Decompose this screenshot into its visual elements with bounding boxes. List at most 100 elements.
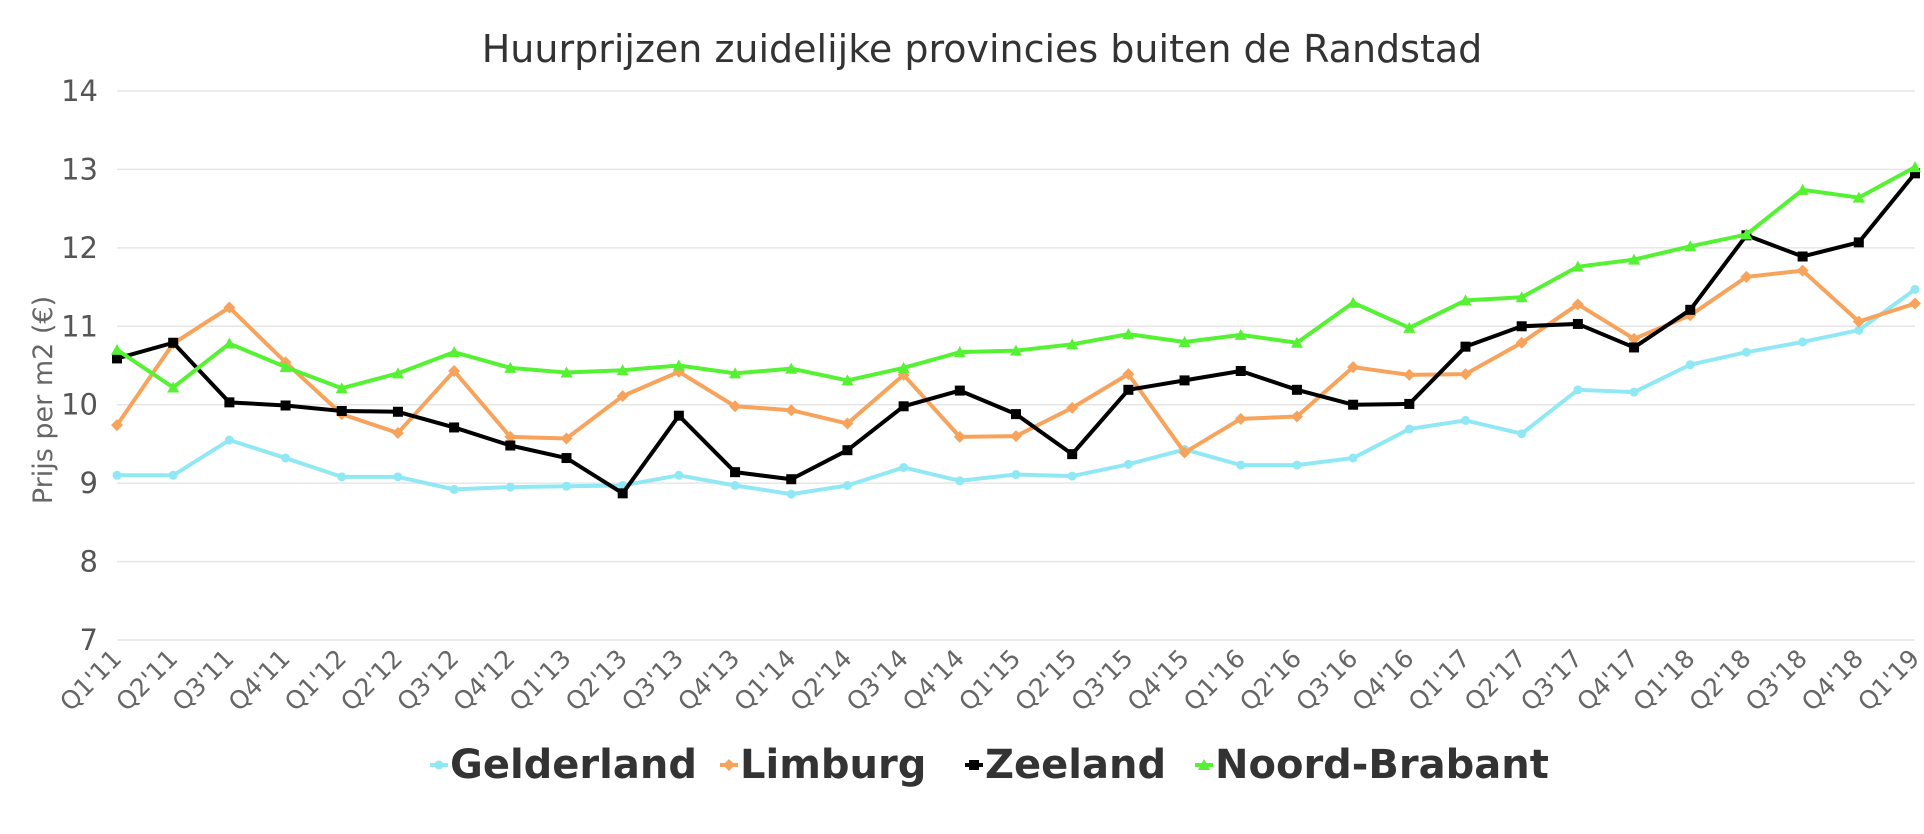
data-point (729, 367, 742, 379)
series-line (115, 287, 1917, 497)
data-point (504, 361, 517, 373)
legend-item[interactable]: Gelderland (430, 742, 697, 788)
series-gelderland (112, 284, 1920, 499)
data-point (336, 405, 347, 416)
x-tick-label: Q4'13 (672, 644, 745, 717)
data-point (953, 346, 966, 358)
data-point (1515, 336, 1528, 349)
x-tick-label: Q4'18 (1796, 644, 1869, 717)
legend-marker (434, 760, 444, 770)
data-point (391, 426, 404, 439)
y-axis-ticks: 7 8 9 10 11 12 13 14 (61, 74, 98, 657)
data-point (1234, 412, 1247, 425)
data-point (1459, 294, 1472, 306)
data-point (1628, 253, 1641, 265)
data-point (1067, 449, 1078, 460)
data-point (337, 472, 347, 482)
y-axis-label: Prijs per m2 (€) (28, 296, 59, 504)
data-point (1571, 298, 1584, 311)
data-point (1067, 471, 1077, 481)
data-point (1179, 375, 1190, 386)
data-point (729, 400, 742, 413)
x-axis-ticks: Q1'11Q2'11Q3'11Q4'11Q1'12Q2'12Q3'12Q4'12… (54, 644, 1924, 717)
data-point (1403, 368, 1416, 381)
data-point (616, 390, 629, 403)
data-point (1010, 344, 1022, 356)
data-point (168, 337, 179, 348)
legend-label: Gelderland (450, 742, 697, 788)
legend-item[interactable]: Noord-Brabant (1195, 742, 1549, 788)
data-point (1236, 460, 1246, 470)
y-tick-label: 13 (61, 152, 98, 186)
legend-item[interactable]: Zeeland (965, 742, 1166, 788)
data-point (1909, 161, 1921, 173)
data-point (1234, 328, 1247, 340)
data-point (1573, 385, 1583, 395)
data-point (279, 361, 292, 373)
data-point (1796, 264, 1809, 277)
x-tick-label: Q3'11 (167, 644, 240, 717)
data-point (674, 470, 684, 480)
data-point (785, 404, 798, 417)
data-point (1122, 368, 1135, 381)
data-point (1066, 338, 1079, 350)
data-point (560, 366, 573, 378)
y-tick-label: 12 (61, 231, 98, 265)
data-point (841, 417, 854, 430)
x-tick-label: Q1'12 (279, 644, 352, 717)
x-tick-label: Q4'14 (897, 644, 970, 717)
data-point (111, 419, 123, 432)
data-point (1572, 318, 1583, 329)
legend-marker (969, 760, 979, 770)
data-point (1010, 430, 1022, 443)
y-tick-label: 10 (61, 388, 98, 422)
data-point (1797, 251, 1808, 262)
x-tick-label: Q1'15 (953, 644, 1026, 717)
data-point (1347, 296, 1360, 308)
data-point (1348, 399, 1359, 410)
data-point (842, 480, 852, 490)
data-point (1290, 410, 1303, 423)
data-point (955, 476, 965, 486)
x-tick-label: Q2'12 (335, 644, 408, 717)
data-point (448, 364, 461, 377)
data-point (449, 422, 460, 433)
legend-item[interactable]: Limburg (720, 742, 926, 788)
data-point (561, 453, 572, 464)
data-point (1404, 424, 1414, 434)
data-point (1290, 336, 1303, 348)
data-point (898, 401, 909, 412)
data-point (505, 482, 515, 492)
data-point (1459, 368, 1472, 381)
x-tick-label: Q3'18 (1740, 644, 1813, 717)
data-point (562, 481, 571, 491)
data-point (842, 445, 853, 456)
x-tick-label: Q2'17 (1459, 644, 1532, 717)
x-tick-label: Q2'18 (1684, 644, 1757, 717)
data-point (391, 367, 404, 379)
data-point (112, 470, 122, 480)
data-point (1571, 260, 1584, 272)
data-point (1909, 297, 1921, 310)
data-point (841, 374, 854, 386)
data-point (730, 480, 740, 490)
data-point (1066, 401, 1079, 414)
x-tick-label: Q1'13 (504, 644, 577, 717)
x-tick-label: Q2'11 (110, 644, 183, 717)
data-point (448, 346, 461, 358)
data-point (505, 440, 516, 451)
x-tick-label: Q1'14 (728, 644, 801, 717)
x-tick-label: Q4'17 (1571, 644, 1644, 717)
series-zeeland (112, 168, 1920, 499)
x-tick-label: Q2'16 (1234, 644, 1307, 717)
data-point (1011, 470, 1021, 480)
data-point (1685, 304, 1696, 315)
data-point (168, 470, 178, 480)
data-point (1853, 237, 1864, 248)
series-limburg (111, 264, 1921, 459)
data-point (560, 432, 573, 445)
data-point (785, 362, 798, 374)
data-point (224, 397, 235, 408)
data-point (1741, 347, 1751, 357)
data-point (1517, 429, 1527, 439)
